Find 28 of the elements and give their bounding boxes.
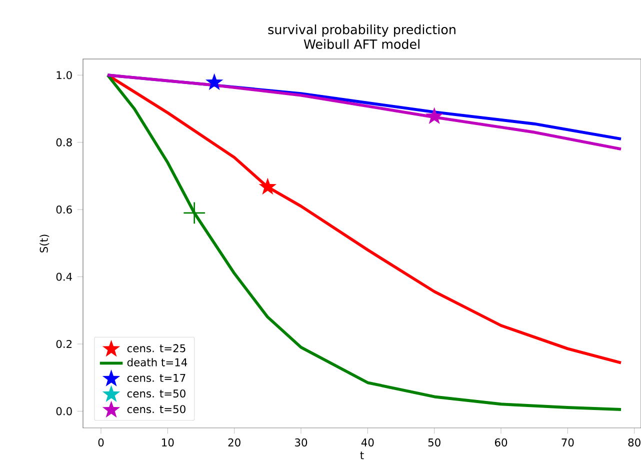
x-tick-label: 10: [162, 438, 174, 446]
x-tick-label: 20: [228, 438, 240, 446]
legend-label: death t=14: [127, 358, 188, 366]
point: [205, 73, 224, 90]
y-axis-title: S(t): [40, 234, 50, 252]
legend-label: cens. t=17: [127, 374, 186, 382]
x-tick-label: 70: [562, 438, 574, 446]
y-tick-label: 0.2: [56, 340, 72, 348]
chart-subtitle: Weibull AFT model: [304, 39, 420, 49]
x-axis-title: t: [360, 452, 364, 460]
point: [258, 178, 277, 195]
y-tick-label: 1.0: [56, 71, 72, 80]
chart-title: survival probability prediction: [268, 24, 456, 37]
x-tick-label: 80: [628, 438, 640, 446]
x-tick-label: 30: [295, 438, 308, 446]
legend-label: cens. t=50: [127, 405, 186, 414]
x-tick-label: 60: [494, 438, 508, 446]
y-tick-label: 0.4: [56, 272, 72, 281]
point: [425, 107, 444, 124]
y-tick-label: 0.0: [56, 407, 72, 416]
y-tick-label: 0.8: [56, 138, 72, 146]
x-tick-label: 0: [98, 438, 104, 446]
x-tick-label: 40: [361, 438, 374, 446]
legend-label: cens. t=50: [127, 389, 186, 398]
point: [184, 202, 206, 224]
y-tick-label: 0.6: [56, 206, 72, 214]
x-tick-label: 50: [428, 438, 440, 446]
legend-label: cens. t=25: [127, 344, 186, 352]
